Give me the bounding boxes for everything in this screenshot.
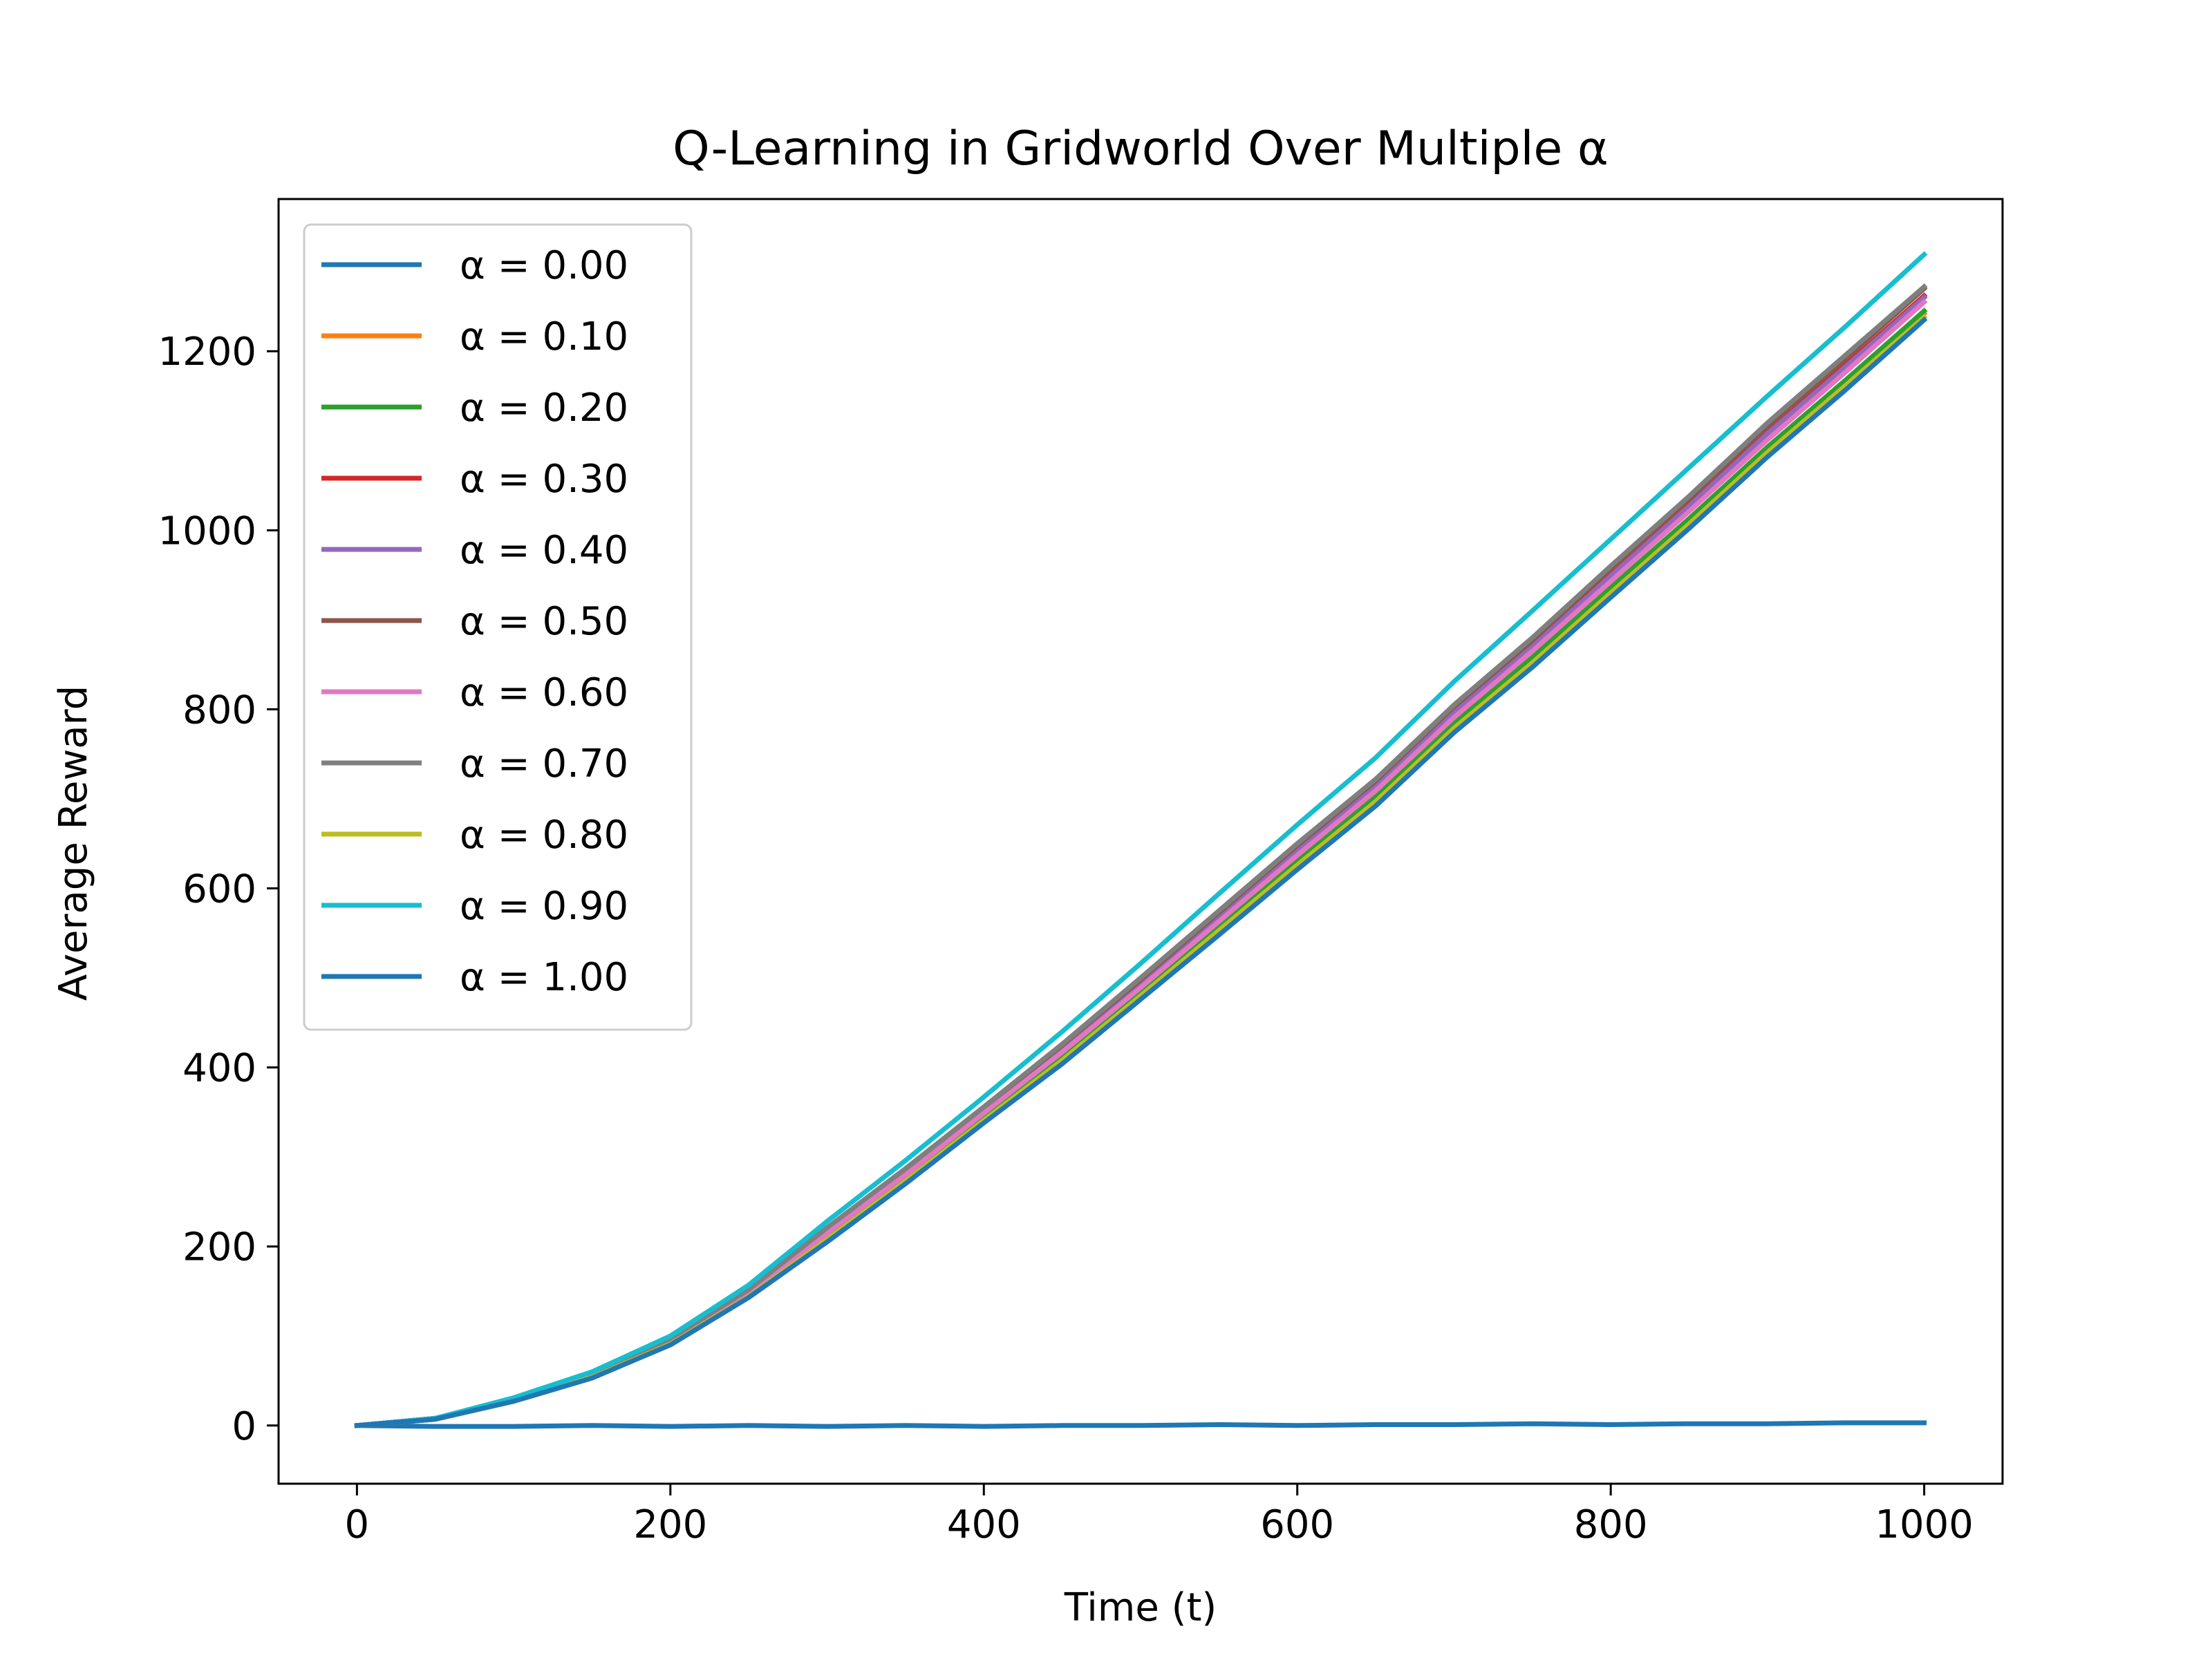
- legend-label-9: α = 0.90: [460, 884, 628, 929]
- x-tick-label-600: 600: [1260, 1502, 1334, 1547]
- y-tick-label-800: 800: [182, 688, 256, 733]
- y-tick-label-400: 400: [182, 1046, 256, 1091]
- plot-area: 0 200 400 600 800 1000 0 200 400 600 800 1000 1200 α …: [158, 198, 2004, 1547]
- series-line-0: [354, 1420, 1927, 1429]
- legend-label-2: α = 0.20: [460, 386, 628, 431]
- legend-label-10: α = 1.00: [460, 955, 628, 1000]
- x-tick-label-200: 200: [633, 1502, 707, 1547]
- legend-label-3: α = 0.30: [460, 457, 628, 502]
- legend-label-7: α = 0.70: [460, 742, 628, 786]
- x-tick-label-1000: 1000: [1875, 1502, 1974, 1547]
- x-tick-label-400: 400: [947, 1502, 1021, 1547]
- legend-box: [303, 223, 693, 1031]
- legend-label-0: α = 0.00: [460, 243, 628, 288]
- chart-title: Q-Learning in Gridworld Over Multiple α: [673, 122, 1609, 176]
- legend-label-8: α = 0.80: [460, 813, 628, 858]
- y-tick-label-200: 200: [182, 1225, 256, 1270]
- series-line-9: [354, 251, 1928, 1428]
- y-tick-label-0: 0: [232, 1404, 256, 1449]
- axes-frame: [277, 198, 2004, 1485]
- legend-label-4: α = 0.40: [460, 528, 628, 573]
- y-axis-label: Average Reward: [51, 686, 96, 1001]
- legend-label-1: α = 0.10: [460, 314, 628, 359]
- x-axis-label: Time (t): [1064, 1585, 1217, 1630]
- series-line-10: [354, 316, 1928, 1428]
- y-tick-label-1000: 1000: [158, 509, 256, 554]
- y-tick-label-600: 600: [182, 867, 256, 912]
- x-tick-label-800: 800: [1574, 1502, 1648, 1547]
- legend-label-6: α = 0.60: [460, 670, 628, 715]
- y-tick-label-1200: 1200: [158, 330, 256, 375]
- legend-label-5: α = 0.50: [460, 599, 628, 644]
- x-tick-label-0: 0: [345, 1502, 370, 1547]
